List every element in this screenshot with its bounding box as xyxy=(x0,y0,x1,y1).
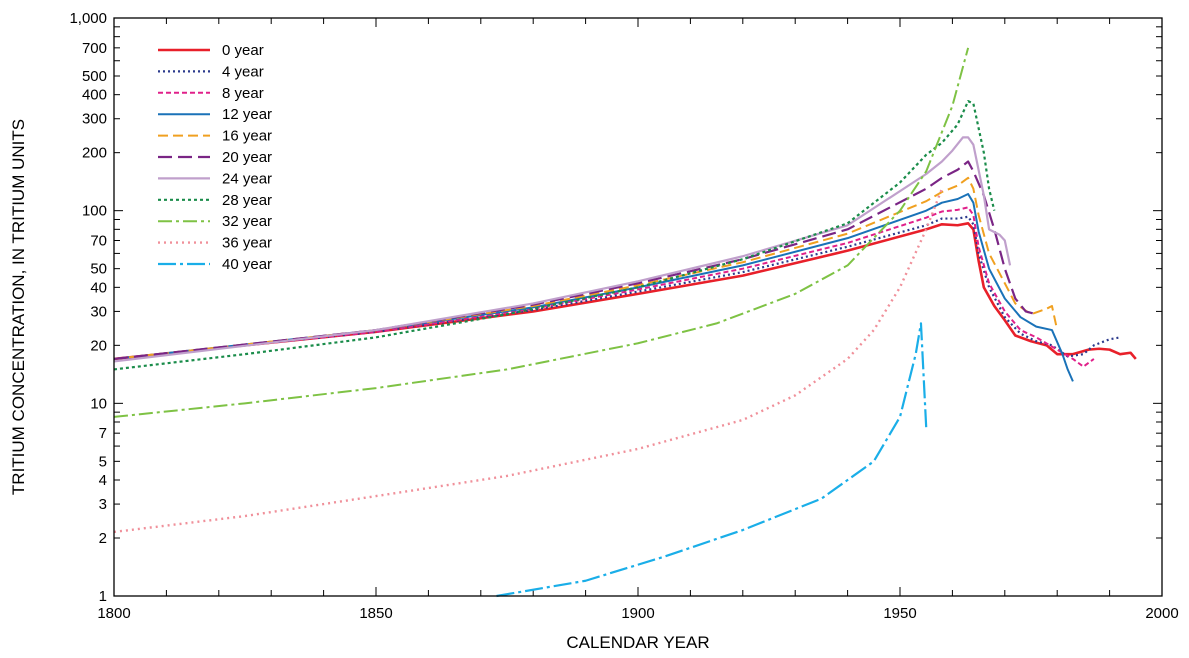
series-line-0-year xyxy=(113,221,1137,361)
y-tick-label: 20 xyxy=(90,337,107,354)
series-line-20-year xyxy=(113,160,1037,361)
y-tick-label: 40 xyxy=(90,279,107,296)
series-line-4-year xyxy=(113,215,1121,361)
legend-label: 28 year xyxy=(222,192,272,209)
y-tick-label: 1 xyxy=(99,588,107,605)
legend-label: 36 year xyxy=(222,235,272,252)
y-tick-label: 7 xyxy=(99,425,107,442)
y-tick-label: 100 xyxy=(82,203,107,220)
legend-label: 0 year xyxy=(222,42,264,59)
axis-ticks xyxy=(113,18,1163,597)
y-tick-label: 200 xyxy=(82,145,107,162)
legend-label: 20 year xyxy=(222,149,272,166)
y-tick-label: 4 xyxy=(99,472,107,489)
plot-frame xyxy=(113,17,1163,597)
legend-label: 40 year xyxy=(222,256,272,273)
y-tick-label: 2 xyxy=(99,530,107,547)
legend-label: 4 year xyxy=(222,63,264,80)
legend-label: 24 year xyxy=(222,170,272,187)
series-line-32-year xyxy=(113,47,970,418)
series-line-16-year xyxy=(113,176,1059,360)
legend-label: 8 year xyxy=(222,85,264,102)
y-tick-label: 500 xyxy=(82,68,107,85)
x-tick-label: 1900 xyxy=(621,605,654,622)
x-tick-label: 2000 xyxy=(1145,605,1178,622)
legend: 0 year 4 year 8 year 12 year 16 year 20 year 2… xyxy=(158,42,272,273)
y-tick-label: 70 xyxy=(90,233,107,250)
series-line-40-year xyxy=(496,322,928,598)
y-tick-label: 300 xyxy=(82,111,107,128)
x-tick-label: 1850 xyxy=(359,605,392,622)
series-lines xyxy=(113,47,1137,598)
y-tick-label: 5 xyxy=(99,453,107,470)
series-line-24-year xyxy=(113,136,1012,363)
x-tick-label: 1950 xyxy=(883,605,916,622)
series-line-28-year xyxy=(113,100,996,371)
x-tick-label: 1800 xyxy=(97,605,130,622)
y-tick-label: 1,000 xyxy=(69,10,107,27)
legend-label: 12 year xyxy=(222,106,272,123)
y-tick-label: 3 xyxy=(99,496,107,513)
x-axis-title: CALENDAR YEAR xyxy=(566,633,709,652)
y-tick-label: 700 xyxy=(82,40,107,57)
y-tick-label: 50 xyxy=(90,261,107,278)
y-tick-label: 30 xyxy=(90,303,107,320)
y-axis-title: TRITIUM CONCENTRATION, IN TRITIUM UNITS xyxy=(9,119,28,495)
series-line-8-year xyxy=(113,206,1095,368)
y-tick-label: 400 xyxy=(82,87,107,104)
legend-label: 32 year xyxy=(222,213,272,230)
y-tick-label: 10 xyxy=(90,395,107,412)
legend-label: 16 year xyxy=(222,128,272,145)
